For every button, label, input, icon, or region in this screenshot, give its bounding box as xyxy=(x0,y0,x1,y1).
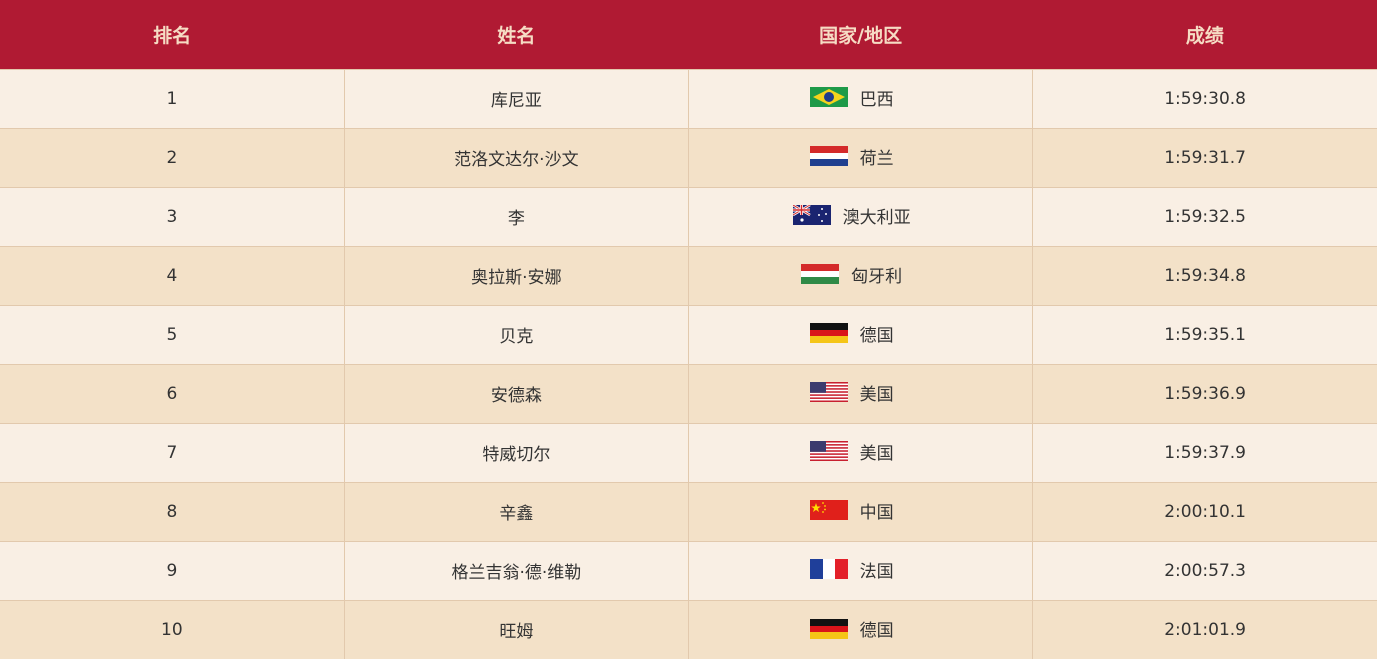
name-cell: 库尼亚 xyxy=(344,68,690,128)
country-label: 澳大利亚 xyxy=(842,207,911,228)
table-row: 10 旺姆 德国 2:01:01.9 xyxy=(0,599,1377,659)
result-cell: 2:00:10.1 xyxy=(1032,481,1377,541)
table-row: 8 辛鑫 中国 2:00:10.1 xyxy=(0,481,1377,541)
rank-cell: 10 xyxy=(0,599,345,659)
country-cell: 美国 xyxy=(688,363,1034,423)
rank-cell: 7 xyxy=(0,422,345,482)
name-cell: 李 xyxy=(344,186,690,246)
result-cell: 1:59:36.9 xyxy=(1032,363,1377,423)
country-label: 荷兰 xyxy=(859,148,894,169)
name-cell: 贝克 xyxy=(344,304,690,364)
country-label: 德国 xyxy=(859,325,894,346)
table-row: 5 贝克 德国 1:59:35.1 xyxy=(0,304,1377,364)
country-cell: 德国 xyxy=(688,304,1034,364)
rank-cell: 4 xyxy=(0,245,345,305)
rank-cell: 9 xyxy=(0,540,345,600)
name-cell: 奥拉斯·安娜 xyxy=(344,245,690,305)
germany-flag-icon xyxy=(809,618,848,639)
table-row: 4 奥拉斯·安娜 匈牙利 1:59:34.8 xyxy=(0,245,1377,305)
table-row: 6 安德森 美国 1:59:36.9 xyxy=(0,363,1377,423)
netherlands-flag-icon xyxy=(809,146,848,167)
usa-flag-icon xyxy=(809,441,848,462)
country-label: 匈牙利 xyxy=(851,266,903,287)
rank-cell: 1 xyxy=(0,68,345,128)
table-row: 9 格兰吉翁·德·维勒 法国 2:00:57.3 xyxy=(0,540,1377,600)
table-row: 1 库尼亚 巴西 1:59:30.8 xyxy=(0,68,1377,128)
name-cell: 特威切尔 xyxy=(344,422,690,482)
rank-cell: 2 xyxy=(0,127,345,187)
table-header: 排名 姓名 国家/地区 成绩 xyxy=(0,0,1377,69)
country-label: 法国 xyxy=(859,561,894,582)
hungary-flag-icon xyxy=(801,264,840,285)
result-cell: 1:59:32.5 xyxy=(1032,186,1377,246)
usa-flag-icon xyxy=(809,382,848,403)
brazil-flag-icon xyxy=(809,87,848,108)
name-cell: 格兰吉翁·德·维勒 xyxy=(344,540,690,600)
country-label: 中国 xyxy=(859,502,894,523)
rank-cell: 3 xyxy=(0,186,345,246)
country-cell: 荷兰 xyxy=(688,127,1034,187)
result-cell: 2:00:57.3 xyxy=(1032,540,1377,600)
name-cell: 旺姆 xyxy=(344,599,690,659)
result-cell: 1:59:35.1 xyxy=(1032,304,1377,364)
australia-flag-icon xyxy=(792,205,831,226)
result-cell: 1:59:31.7 xyxy=(1032,127,1377,187)
result-cell: 2:01:01.9 xyxy=(1032,599,1377,659)
rank-cell: 5 xyxy=(0,304,345,364)
country-cell: 德国 xyxy=(688,599,1034,659)
table-row: 3 李 澳大利亚 1:59:32.5 xyxy=(0,186,1377,246)
country-cell: 法国 xyxy=(688,540,1034,600)
country-label: 德国 xyxy=(859,621,894,641)
table-row: 2 范洛文达尔·沙文 荷兰 1:59:31.7 xyxy=(0,127,1377,187)
name-cell: 范洛文达尔·沙文 xyxy=(344,127,690,187)
header-name: 姓名 xyxy=(344,0,689,69)
header-country: 国家/地区 xyxy=(688,0,1033,69)
country-cell: 巴西 xyxy=(688,68,1034,128)
result-cell: 1:59:30.8 xyxy=(1032,68,1377,128)
header-result: 成绩 xyxy=(1032,0,1377,69)
rank-cell: 6 xyxy=(0,363,345,423)
country-label: 巴西 xyxy=(859,89,894,110)
result-cell: 1:59:37.9 xyxy=(1032,422,1377,482)
country-cell: 中国 xyxy=(688,481,1034,541)
header-rank: 排名 xyxy=(0,0,345,69)
country-cell: 匈牙利 xyxy=(688,245,1034,305)
table-row: 7 特威切尔 美国 1:59:37.9 xyxy=(0,422,1377,482)
country-label: 美国 xyxy=(859,443,894,464)
rank-cell: 8 xyxy=(0,481,345,541)
china-flag-icon xyxy=(809,500,848,521)
country-cell: 澳大利亚 xyxy=(688,186,1034,246)
country-label: 美国 xyxy=(859,384,894,405)
result-cell: 1:59:34.8 xyxy=(1032,245,1377,305)
country-cell: 美国 xyxy=(688,422,1034,482)
germany-flag-icon xyxy=(809,323,848,344)
france-flag-icon xyxy=(809,559,848,580)
name-cell: 辛鑫 xyxy=(344,481,690,541)
name-cell: 安德森 xyxy=(344,363,690,423)
